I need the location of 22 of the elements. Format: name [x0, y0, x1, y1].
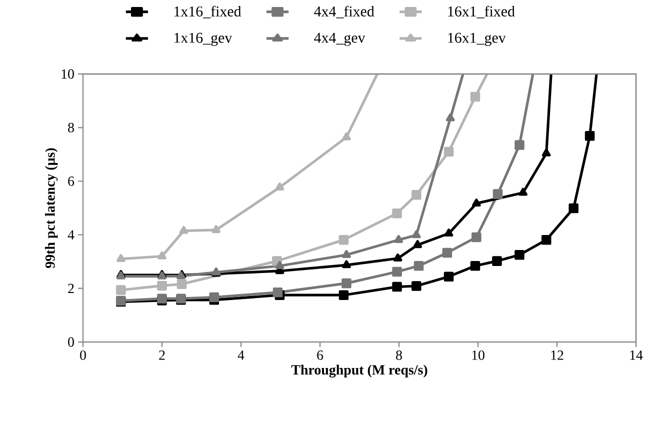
x-tick-label: 14 — [630, 350, 643, 360]
x-tick-label: 4 — [238, 350, 244, 360]
x-tick-label: 8 — [396, 350, 402, 360]
y-tick-label: 4 — [68, 230, 74, 240]
y-tick-label: 0 — [68, 337, 74, 347]
x-tick-label: 12 — [551, 350, 564, 360]
x-axis-title: Throughput (M reqs/s) — [291, 364, 428, 378]
legend-label: 16x1_gev — [448, 32, 506, 46]
legend-label: 1x16_fixed — [174, 6, 242, 18]
legend-label: 1x16_gev — [174, 32, 232, 46]
legend-label: 4x4_fixed — [314, 6, 374, 18]
y-tick-label: 8 — [68, 122, 74, 132]
y-tick-label: 2 — [68, 284, 74, 294]
x-tick-label: 0 — [80, 350, 86, 360]
x-tick-label: 6 — [317, 350, 324, 360]
legend-label: 4x4_gev — [314, 32, 366, 46]
x-tick-label: 10 — [472, 350, 484, 360]
y-axis-title: 99th pct latency (µs) — [45, 148, 58, 268]
y-tick-label: 10 — [62, 69, 74, 79]
legend-label: 16x1_fixed — [448, 6, 515, 18]
y-tick-label: 6 — [68, 176, 74, 186]
x-tick-label: 2 — [159, 350, 165, 360]
